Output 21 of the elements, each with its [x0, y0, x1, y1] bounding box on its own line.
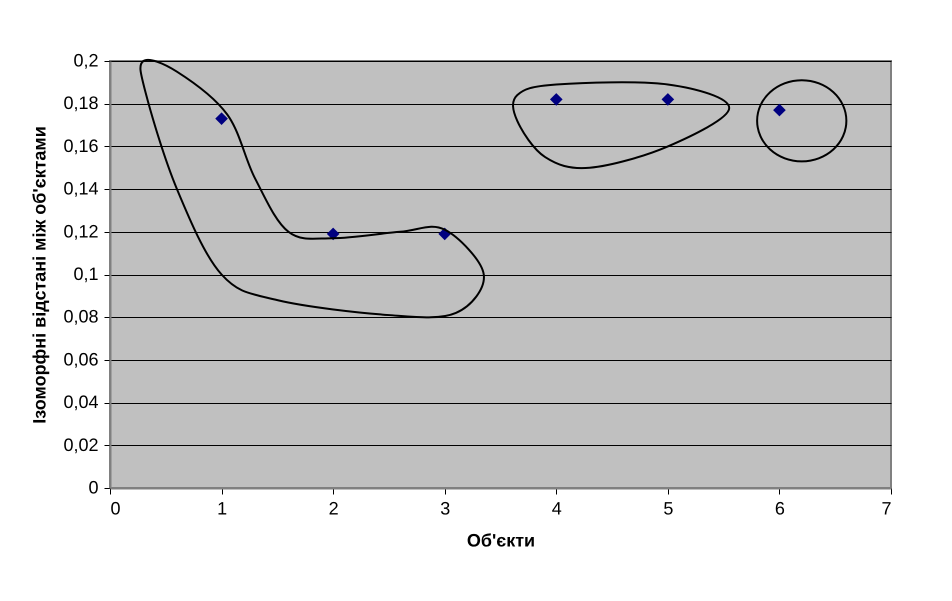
y-tick-label: 0,08 [63, 306, 98, 327]
y-tick-label: 0,1 [73, 264, 98, 284]
y-axis-title: Ізоморфні відстані між об'єктами [29, 126, 50, 424]
x-axis-title: Об'єкти [466, 530, 536, 550]
y-tick-label: 0,04 [63, 392, 98, 412]
x-tick-label: 5 [663, 498, 674, 518]
x-tick-label: 7 [881, 498, 892, 518]
y-tick-label: 0,12 [63, 221, 98, 242]
y-tick-label: 0,14 [63, 178, 98, 199]
y-tick-label: 0,16 [63, 136, 98, 156]
y-tick-label: 0,18 [63, 93, 98, 114]
x-tick-label: 1 [217, 498, 228, 518]
y-tick-label: 0,2 [73, 50, 98, 70]
y-tick-label: 0,06 [63, 349, 98, 370]
y-tick-label: 0,02 [63, 434, 98, 455]
x-tick-label: 3 [440, 498, 450, 518]
x-tick-label: 6 [774, 498, 785, 518]
x-tick-label: 4 [552, 498, 562, 518]
y-tick-label: 0 [88, 478, 98, 498]
x-tick-label: 2 [328, 498, 339, 518]
x-tick-label: 0 [110, 498, 121, 518]
